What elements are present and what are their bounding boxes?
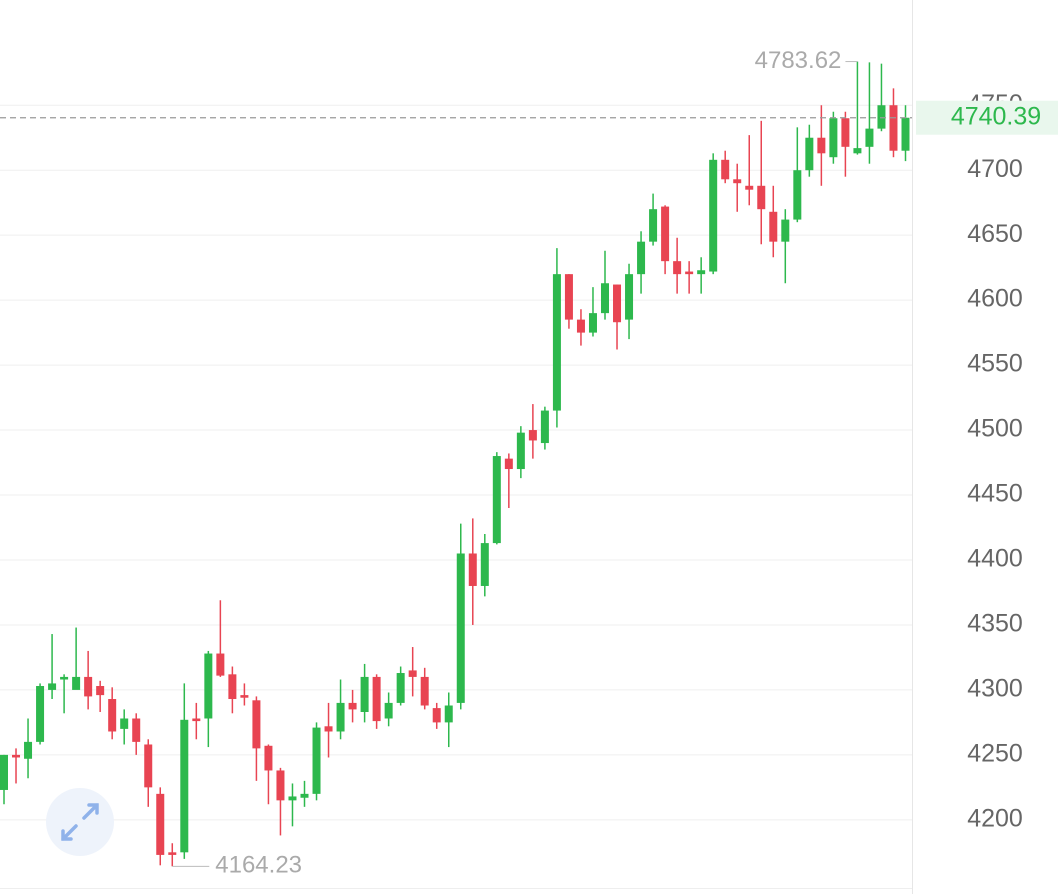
candle-body [36, 686, 45, 742]
candle-body [661, 206, 670, 262]
candle-body [745, 185, 754, 190]
candle-body [216, 653, 225, 676]
candle-body [180, 719, 189, 853]
y-tick-label: 4700 [967, 155, 1023, 183]
candle-body [108, 699, 117, 732]
candle-body [384, 702, 393, 719]
candle-body [84, 676, 93, 697]
expand-button[interactable] [46, 788, 114, 856]
candle-body [48, 683, 57, 690]
candle-body [252, 700, 261, 749]
candle-body [889, 105, 898, 151]
candle-body [769, 211, 778, 242]
candle-body [576, 319, 585, 333]
candle-body [300, 793, 309, 798]
y-tick-label: 4250 [967, 739, 1023, 767]
candle-body [240, 695, 249, 698]
candle-body [60, 676, 69, 680]
candle-body [805, 137, 814, 171]
candle-body [685, 271, 694, 275]
y-tick-label: 4600 [967, 285, 1023, 313]
candle-body [264, 745, 273, 771]
candle-body [276, 770, 285, 801]
y-tick-label: 4550 [967, 350, 1023, 378]
candle-body [24, 741, 33, 759]
candle-body [697, 270, 706, 275]
candle-body [480, 543, 489, 586]
candle-body [552, 274, 561, 411]
min-label: 4164.23 [215, 852, 302, 879]
candle-body [444, 705, 453, 723]
candle-body [901, 117, 910, 151]
candle-body [757, 185, 766, 210]
candle-body [132, 718, 141, 742]
candle-body [372, 676, 381, 722]
y-tick-label: 4300 [967, 675, 1023, 703]
candle-body [709, 159, 718, 272]
candle-body [492, 456, 501, 544]
candle-body [168, 852, 177, 855]
y-tick-label: 4450 [967, 480, 1023, 508]
candle-body [408, 670, 417, 677]
candle-body [829, 118, 838, 158]
candle-body [336, 702, 345, 732]
candle-body [853, 148, 862, 154]
max-label: 4783.62 [755, 47, 842, 74]
candle-body [456, 553, 465, 703]
last-price-box [916, 100, 1058, 135]
candle-body [613, 284, 622, 323]
expand-icon[interactable] [61, 803, 99, 841]
candle-body [637, 241, 646, 275]
candle-body [204, 653, 213, 719]
y-tick-label: 4500 [967, 415, 1023, 443]
candle-body [396, 673, 405, 703]
candle-body [144, 744, 153, 788]
candle-body [468, 553, 477, 586]
candle-body [348, 702, 357, 710]
candle-body [564, 274, 573, 320]
candle-body [649, 209, 658, 242]
candle-body [877, 105, 886, 129]
candle-body [721, 159, 730, 180]
candle-body [781, 219, 790, 242]
candle-body [601, 283, 609, 314]
candle-body [588, 313, 597, 333]
candle-body [360, 676, 369, 712]
candle-body [793, 170, 802, 220]
last-price-label: 4740.39 [951, 102, 1041, 130]
candle-body [625, 274, 634, 320]
candle-body [540, 410, 549, 444]
candle-body [420, 676, 429, 706]
candle-body [841, 118, 850, 147]
candle-body [156, 793, 165, 855]
candle-body [12, 754, 21, 758]
candle-body [865, 128, 874, 147]
candle-body [432, 708, 441, 723]
candle-body [288, 796, 297, 801]
candle-body [324, 726, 333, 732]
candle-body [733, 179, 742, 184]
candle-body [228, 674, 237, 700]
expand-circle[interactable] [46, 788, 114, 856]
candle-body [72, 676, 81, 690]
candle-body [120, 718, 129, 729]
y-tick-label: 4200 [967, 804, 1023, 832]
candle-body [312, 727, 321, 794]
candle-body [516, 432, 525, 470]
candle-body [673, 261, 682, 275]
y-tick-label: 4400 [967, 545, 1023, 573]
candle-body [817, 137, 826, 154]
y-tick-label: 4350 [967, 610, 1023, 638]
candle-body [528, 430, 537, 441]
y-tick-label: 4650 [967, 220, 1023, 248]
candle-body [0, 754, 8, 790]
candle-body [192, 718, 201, 722]
candle-body [96, 686, 105, 696]
candle-body [504, 458, 513, 470]
